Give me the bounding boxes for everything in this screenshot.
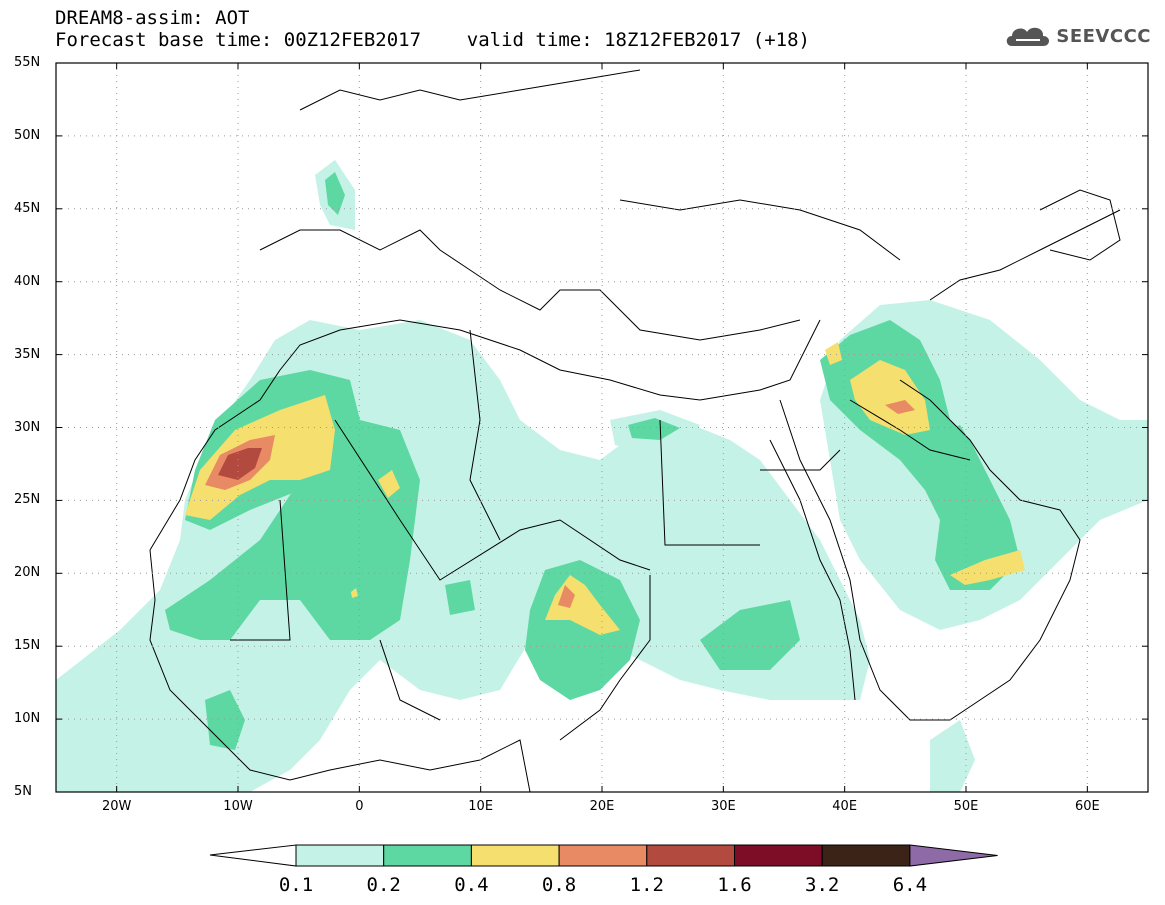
lon-label: 30E	[710, 799, 736, 814]
lon-label: 10E	[468, 799, 494, 814]
lat-label: 25N	[14, 492, 41, 508]
colorbar-swatch	[558, 844, 648, 867]
colorbar-level-label: 1.6	[717, 874, 752, 896]
coastlines	[149, 69, 1121, 792]
colorbar-swatch	[734, 844, 823, 867]
colorbar-swatch	[821, 844, 911, 867]
lat-label: 45N	[14, 200, 41, 216]
colorbar-right-arrow	[909, 844, 998, 867]
gridlines	[56, 63, 1148, 792]
logo-text: SEEVCCC	[1056, 25, 1151, 47]
cloud-icon	[1007, 27, 1050, 46]
aot-level-1-2	[218, 448, 262, 480]
colorbar	[209, 844, 998, 867]
lat-label: 5N	[14, 784, 32, 799]
lat-label: 20N	[14, 565, 41, 581]
colorbar-level-label: 0.4	[454, 874, 489, 896]
colorbar-level-label: 1.2	[629, 874, 664, 896]
lon-label: 40E	[832, 799, 858, 814]
lat-label: 50N	[14, 127, 41, 143]
lat-label: 55N	[14, 55, 41, 70]
map-title: DREAM8-assim: AOT	[55, 7, 250, 29]
lon-label: 20E	[589, 799, 615, 814]
colorbar-level-label: 0.8	[541, 874, 577, 896]
lon-label: 10W	[223, 799, 253, 814]
colorbar-level-label: 6.4	[892, 874, 928, 896]
seevccc-logo: SEEVCCC	[1004, 22, 1151, 50]
lon-label: 0	[355, 799, 364, 814]
lat-label: 10N	[14, 711, 41, 727]
forecast-time-line: Forecast base time: 00Z12FEB2017 valid t…	[55, 29, 810, 51]
colorbar-swatch	[295, 844, 385, 867]
colorbar-swatch	[383, 844, 472, 867]
lat-label: 15N	[14, 638, 41, 654]
colorbar-left-arrow	[209, 844, 297, 867]
lon-label: 20W	[101, 799, 132, 814]
lat-label: 40N	[14, 273, 41, 289]
colorbar-level-label: 0.1	[278, 874, 314, 896]
colorbar-level-label: 3.2	[805, 874, 840, 896]
colorbar-swatch	[646, 844, 735, 867]
lat-label: 35N	[14, 346, 41, 362]
lat-label: 30N	[14, 419, 41, 435]
axis-ticks	[56, 62, 1148, 793]
colorbar-level-label: 0.2	[366, 874, 401, 896]
lon-label: 60E	[1074, 799, 1100, 814]
colorbar-swatch	[470, 844, 560, 867]
lon-label: 50E	[953, 799, 979, 814]
aot-field	[56, 160, 1148, 792]
